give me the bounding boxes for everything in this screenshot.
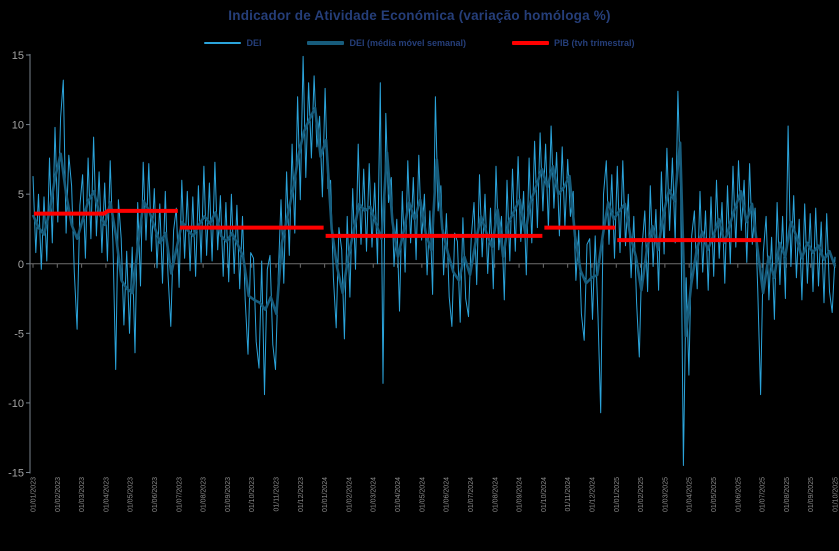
svg-text:01/09/2025: 01/09/2025 xyxy=(808,477,815,512)
svg-text:01/02/2024: 01/02/2024 xyxy=(346,477,353,512)
svg-text:01/04/2025: 01/04/2025 xyxy=(687,477,694,512)
dei-ma-line-swatch-icon xyxy=(307,41,345,45)
svg-text:01/08/2024: 01/08/2024 xyxy=(492,477,499,512)
svg-text:01/09/2024: 01/09/2024 xyxy=(517,477,524,512)
svg-text:01/07/2023: 01/07/2023 xyxy=(176,477,183,512)
svg-text:01/10/2025: 01/10/2025 xyxy=(833,477,839,512)
svg-text:01/04/2023: 01/04/2023 xyxy=(103,477,110,512)
chart-title: Indicador de Atividade Económica (variaç… xyxy=(228,8,611,23)
svg-text:-10: -10 xyxy=(8,398,24,410)
pib-line-swatch-icon xyxy=(512,41,550,45)
svg-text:01/04/2024: 01/04/2024 xyxy=(395,477,402,512)
svg-text:01/08/2023: 01/08/2023 xyxy=(201,477,208,512)
svg-text:01/11/2024: 01/11/2024 xyxy=(565,477,572,512)
svg-text:01/07/2024: 01/07/2024 xyxy=(468,477,475,512)
dei-line-swatch-icon xyxy=(204,42,242,44)
svg-text:01/06/2023: 01/06/2023 xyxy=(152,477,159,512)
svg-text:15: 15 xyxy=(12,50,24,62)
svg-text:10: 10 xyxy=(12,120,24,132)
svg-text:01/05/2025: 01/05/2025 xyxy=(711,477,718,512)
svg-text:0: 0 xyxy=(18,259,24,271)
svg-text:01/07/2025: 01/07/2025 xyxy=(760,477,767,512)
svg-text:5: 5 xyxy=(18,189,24,201)
svg-text:01/10/2023: 01/10/2023 xyxy=(249,477,256,512)
legend-item-dei: DEI xyxy=(204,38,261,48)
chart-legend: DEI DEI (média móvel semanal) PIB (tvh t… xyxy=(0,38,839,48)
svg-text:-15: -15 xyxy=(8,468,24,480)
svg-text:01/12/2023: 01/12/2023 xyxy=(298,477,305,512)
svg-text:01/03/2025: 01/03/2025 xyxy=(662,477,669,512)
svg-text:01/10/2024: 01/10/2024 xyxy=(541,477,548,512)
svg-text:01/06/2025: 01/06/2025 xyxy=(735,477,742,512)
svg-text:01/01/2023: 01/01/2023 xyxy=(31,477,38,512)
svg-text:01/05/2024: 01/05/2024 xyxy=(419,477,426,512)
svg-text:01/05/2023: 01/05/2023 xyxy=(128,477,135,512)
svg-text:01/01/2024: 01/01/2024 xyxy=(322,477,329,512)
svg-text:01/06/2024: 01/06/2024 xyxy=(444,477,451,512)
svg-text:01/02/2025: 01/02/2025 xyxy=(638,477,645,512)
svg-text:01/11/2023: 01/11/2023 xyxy=(274,477,281,512)
svg-text:01/09/2023: 01/09/2023 xyxy=(225,477,232,512)
svg-text:01/12/2024: 01/12/2024 xyxy=(589,477,596,512)
svg-text:01/08/2025: 01/08/2025 xyxy=(784,477,791,512)
svg-text:-5: -5 xyxy=(14,328,24,340)
svg-text:01/03/2023: 01/03/2023 xyxy=(79,477,86,512)
legend-item-pib: PIB (tvh trimestral) xyxy=(512,38,635,48)
svg-text:01/03/2024: 01/03/2024 xyxy=(371,477,378,512)
legend-label-dei: DEI xyxy=(246,38,262,48)
legend-item-dei-ma: DEI (média móvel semanal) xyxy=(307,38,466,48)
svg-text:01/02/2023: 01/02/2023 xyxy=(55,477,62,512)
legend-label-pib: PIB (tvh trimestral) xyxy=(554,38,635,48)
legend-label-dei-ma: DEI (média móvel semanal) xyxy=(349,38,467,48)
svg-text:01/01/2025: 01/01/2025 xyxy=(614,477,621,512)
